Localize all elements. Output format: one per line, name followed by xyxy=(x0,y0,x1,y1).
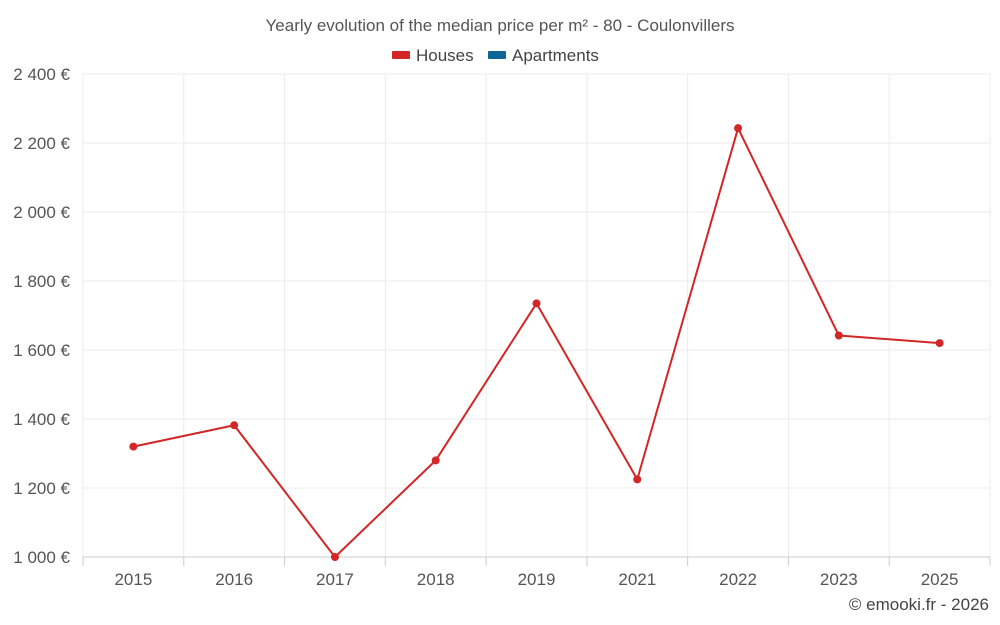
series-houses xyxy=(129,124,944,561)
y-tick-label: 1 600 € xyxy=(13,341,70,360)
legend-label-apartments: Apartments xyxy=(512,46,599,65)
data-point-houses-2021[interactable] xyxy=(633,475,642,484)
grid xyxy=(82,73,991,557)
y-tick-label: 1 200 € xyxy=(13,479,70,498)
x-axis-tick-labels: 2015 2016 2017 2018 2019 2021 2022 2023 2025 xyxy=(114,570,958,589)
y-tick-label: 2 000 € xyxy=(13,203,70,222)
y-tick-label: 1 800 € xyxy=(13,272,70,291)
data-point-houses-2022[interactable] xyxy=(734,124,743,133)
y-tick-label: 2 400 € xyxy=(13,65,70,84)
x-tick-label: 2018 xyxy=(417,570,455,589)
y-tick-label: 2 200 € xyxy=(13,134,70,153)
data-point-houses-2016[interactable] xyxy=(230,421,239,430)
y-axis-tick-labels: 1 000 € 1 200 € 1 400 € 1 600 € 1 800 € 2 000… xyxy=(13,65,70,567)
data-point-houses-2018[interactable] xyxy=(431,456,440,465)
copyright-text: © emooki.fr - 2026 xyxy=(849,595,989,614)
y-tick-label: 1 000 € xyxy=(13,548,70,567)
chart-title: Yearly evolution of the median price per… xyxy=(266,16,735,35)
y-tick-label: 1 400 € xyxy=(13,410,70,429)
legend-item-houses[interactable]: Houses xyxy=(392,46,474,65)
x-tick-label: 2025 xyxy=(921,570,959,589)
data-point-houses-2025[interactable] xyxy=(935,339,944,348)
x-tick-label: 2016 xyxy=(215,570,253,589)
legend-label-houses: Houses xyxy=(416,46,474,65)
x-tick-label: 2021 xyxy=(618,570,656,589)
x-tick-label: 2017 xyxy=(316,570,354,589)
x-tick-label: 2019 xyxy=(518,570,556,589)
x-tick-label: 2022 xyxy=(719,570,757,589)
legend-item-apartments[interactable]: Apartments xyxy=(488,46,599,65)
legend-swatch-apartments xyxy=(488,51,506,59)
axes xyxy=(82,556,991,566)
data-point-houses-2019[interactable] xyxy=(532,299,541,308)
x-tick-label: 2015 xyxy=(114,570,152,589)
data-point-houses-2017[interactable] xyxy=(330,553,339,561)
data-point-houses-2015[interactable] xyxy=(129,442,138,451)
series-line-houses xyxy=(133,127,940,558)
legend-swatch-houses xyxy=(392,51,410,59)
x-tick-label: 2023 xyxy=(820,570,858,589)
data-point-houses-2023[interactable] xyxy=(834,331,843,340)
chart-legend: Houses Apartments xyxy=(392,46,599,65)
